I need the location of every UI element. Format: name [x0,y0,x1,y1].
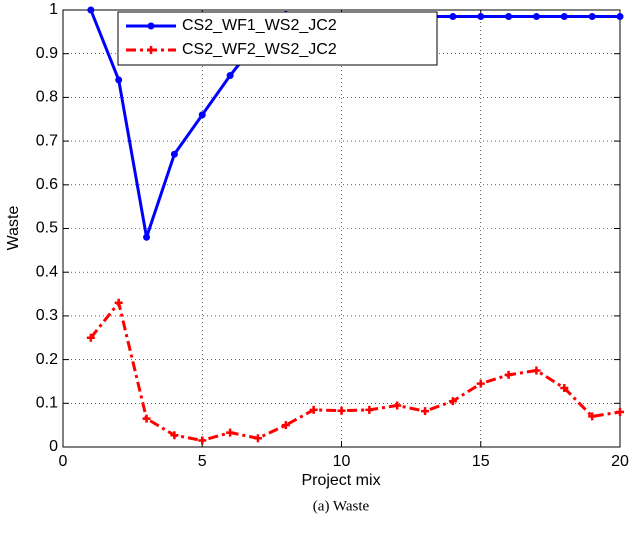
point [393,401,402,410]
point [170,431,179,440]
point [87,6,95,14]
x-tick-label: 5 [198,453,207,470]
y-tick-label: 0.6 [36,176,58,193]
x-axis-label: Project mix [301,472,380,489]
y-tick-label: 0.4 [36,263,58,280]
legend-label: CS2_WF1_WS2_JC2 [182,17,337,34]
point [142,414,151,423]
point [115,76,123,84]
line [89,299,621,442]
point [532,366,541,375]
x-tick-label: 10 [333,453,351,470]
point [421,407,430,416]
point [365,405,374,414]
y-tick-label: 0.2 [36,351,58,368]
legend-marker [147,22,155,30]
series [86,298,624,445]
point [476,379,485,388]
legend-marker [147,46,155,54]
y-tick-label: 0.9 [36,45,58,62]
x-tick-label: 15 [472,453,490,470]
point [170,150,178,158]
point [309,405,318,414]
y-tick-label: 0 [49,438,58,455]
point [198,436,207,445]
x-tick-label: 20 [611,453,629,470]
point [143,233,151,241]
point [114,298,123,307]
point [448,397,457,406]
point [504,370,513,379]
point [449,13,457,21]
point [226,72,234,80]
legend: CS2_WF1_WS2_JC2 CS2_WF2_WS2_JC2 [117,11,438,66]
caption: (a) Waste [313,498,370,514]
point [616,408,624,417]
y-tick-label: 0.3 [36,307,58,324]
point [505,13,513,21]
point [86,333,95,342]
y-axis-label: Waste [5,206,22,251]
point [337,406,346,415]
point [588,13,596,21]
legend-box [117,11,438,66]
point [477,13,485,21]
point [616,13,624,21]
y-tick-label: 0.8 [36,89,58,106]
point [226,428,235,437]
legend-label: CS2_WF2_WS2_JC2 [182,41,337,58]
point [532,13,540,21]
point [281,421,290,430]
y-tick-label: 0.5 [36,220,58,237]
y-tick-label: 1 [49,1,58,18]
point [253,434,262,443]
y-tick-label: 0.1 [36,395,58,412]
point [198,111,206,119]
point [560,384,569,393]
plot-frame [62,9,621,448]
point [588,412,597,421]
point [560,13,568,21]
y-tick-label: 0.7 [36,132,58,149]
x-tick-label: 0 [59,453,68,470]
